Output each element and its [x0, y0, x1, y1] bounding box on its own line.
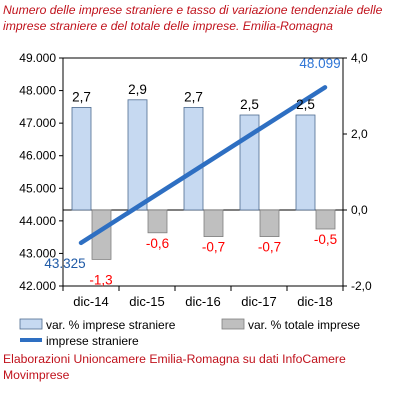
x-axis-tick-label: dic-17 [241, 294, 276, 309]
data-label-imprese-straniere: 2,7 [72, 89, 91, 104]
source-note: Elaborazioni Unioncamere Emilia-Romagna … [3, 352, 346, 382]
data-label-totale-imprese: -0,7 [202, 240, 225, 255]
legend-label-straniere: var. % imprese straniere [46, 318, 176, 332]
left-axis-tick-label: 49.000 [19, 51, 56, 65]
line-imprese-straniere [78, 85, 328, 246]
chart-bars [71, 99, 336, 260]
left-axis-tick-label: 47.000 [19, 116, 56, 130]
left-axis-tick-label: 43.000 [19, 246, 56, 260]
legend-label-totale: var. % totale imprese [248, 318, 360, 332]
legend-label-line: imprese straniere [46, 334, 139, 348]
right-axis-tick-label: 2,0 [351, 127, 368, 141]
right-axis-tick-label: 0,0 [351, 203, 368, 217]
chart-axes: 42.000 43.000 44.000 45.000 46.000 47.000 48.0… [19, 51, 372, 309]
left-axis-tick-label: 44.000 [19, 214, 56, 228]
bar-totale-imprese [315, 209, 336, 230]
chart-line [78, 85, 328, 246]
bar-imprese-straniere [71, 107, 92, 211]
x-axis-tick-label: dic-18 [297, 294, 332, 309]
left-axis-tick-label: 42.000 [19, 279, 56, 293]
data-label-totale-imprese: -1,3 [89, 272, 112, 287]
left-axis-tick-label: 45.000 [19, 181, 56, 195]
bar-imprese-straniere [295, 114, 316, 211]
chart-title: Numero delle imprese straniere e tasso d… [3, 3, 383, 33]
x-axis-tick-label: dic-14 [73, 294, 108, 309]
data-label-imprese-straniere: 2,5 [296, 97, 315, 112]
bar-totale-imprese [203, 209, 224, 238]
legend-swatch-totale [221, 318, 245, 330]
right-axis-tick-label: -2,0 [351, 279, 372, 293]
left-axis-tick-label: 48.000 [19, 84, 56, 98]
x-axis-tick-label: dic-15 [129, 294, 164, 309]
data-label-imprese-straniere: 2,5 [240, 97, 259, 112]
data-label-totale-imprese: -0,7 [258, 240, 281, 255]
chart-legend: var. % imprese straniere var. % totale im… [19, 318, 360, 348]
legend-swatch-straniere [19, 318, 43, 330]
data-label-imprese-straniere: 2,9 [128, 82, 147, 97]
data-label-line-end: 48.099 [299, 56, 340, 71]
data-label-totale-imprese: -0,5 [314, 232, 337, 247]
data-label-line-start: 43.325 [44, 256, 85, 271]
bar-totale-imprese [147, 209, 168, 234]
chart-data-labels: 2,7 -1,3 2,9 -0,6 2,7 -0,7 2,5 -0,7 2,5 -0,5 43.32… [44, 56, 340, 287]
bar-totale-imprese [259, 209, 280, 238]
bar-imprese-straniere [183, 107, 204, 211]
x-axis-tick-label: dic-16 [185, 294, 220, 309]
plot-area [62, 57, 344, 287]
right-axis-tick-label: 4,0 [351, 51, 368, 65]
data-label-totale-imprese: -0,6 [146, 236, 169, 251]
data-label-imprese-straniere: 2,7 [184, 89, 203, 104]
bar-imprese-straniere [127, 99, 148, 211]
left-axis-tick-label: 46.000 [19, 149, 56, 163]
